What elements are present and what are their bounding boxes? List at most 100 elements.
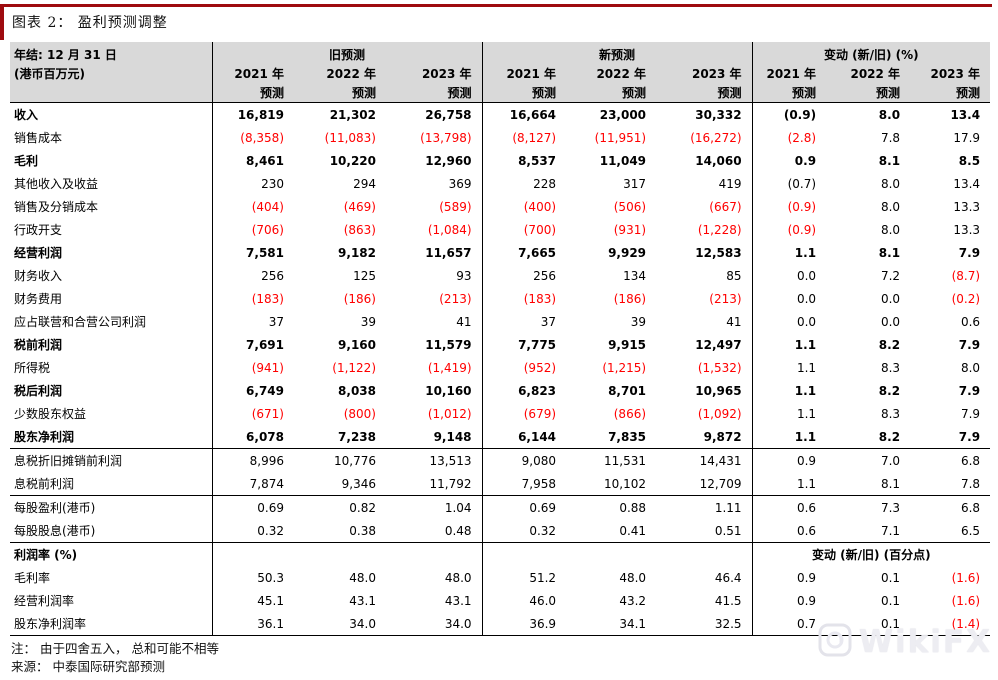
table-row: 行政开支 (706) (863) (1,084) (700) (931) (1,228) (0… [10, 218, 990, 241]
cell-old-year0: 50.3 [211, 566, 294, 589]
row-label: 息税前利润 [10, 472, 212, 496]
cell-new-year2: (1,532) [697, 360, 742, 375]
header-year: 2022 年 [566, 64, 657, 83]
cell-old-year2: 13,513 [429, 453, 472, 468]
cell-new-year2: 14,060 [695, 153, 742, 168]
cell-chg-year0: 0.9 [751, 589, 827, 612]
cell-old-year0: (941) [211, 356, 294, 379]
header-year: 2022 年 [294, 64, 386, 83]
cell-new-year2: 12,583 [695, 245, 742, 260]
cell-chg-year2: (1.6) [951, 593, 981, 608]
cell-new-year1: (866) [613, 406, 647, 421]
table-row: 经营利润 7,581 9,182 11,657 7,665 9,929 12,583 1.1 8… [10, 241, 990, 264]
header-year: 2023 年 [386, 64, 483, 83]
cell-old-year2: 11,579 [425, 337, 472, 352]
cell-new-year2: (213) [709, 291, 742, 306]
table-row: 每股股息(港币) 0.32 0.38 0.48 0.32 0.41 0.51 0.6 7.1 6.… [10, 519, 991, 543]
row-label: 少数股东权益 [14, 407, 87, 421]
cell-chg-year0: 1.1 [751, 333, 827, 356]
cell-old-year1: (863) [343, 222, 376, 237]
cell-new-year0: 7,665 [481, 241, 567, 264]
cell-new-year1: (1,215) [602, 360, 647, 375]
table-row: 销售成本 (8,358) (11,083) (13,798) (8,127) (11,95… [10, 126, 990, 149]
cell-new-year0: 51.2 [481, 566, 567, 589]
cell-chg-year2: (8.7) [951, 268, 981, 283]
cell-old-year0: 7,874 [211, 472, 294, 496]
row-label: 行政开支 [14, 223, 63, 237]
header-year: 2021 年 [751, 64, 827, 83]
table-row: 应占联营和合营公司利润 37 39 41 37 39 41 0.0 0.0 0.6 [10, 310, 990, 333]
header-forecast: 预测 [826, 83, 911, 103]
cell-new-year2: 9,872 [656, 425, 753, 449]
cell-new-year1: 0.88 [619, 500, 647, 515]
note-line: 注： 由于四舍五入， 总和可能不相等 [11, 641, 219, 656]
header-forecast: 预测 [294, 83, 386, 103]
table-row: 收入 16,819 21,302 26,758 16,664 23,000 30,332 (0… [10, 102, 990, 126]
header-section-change: 变动 (新/旧) (%) [751, 42, 991, 64]
cell-chg-year0: (0.9) [751, 195, 827, 218]
cell-new-year2: 30,332 [695, 107, 742, 122]
cell-new-year1: 8,701 [608, 383, 647, 398]
cell-new-year2: 14,431 [699, 453, 742, 468]
cell-new-year0: 16,664 [481, 102, 567, 126]
cell-old-year0: 8,996 [211, 448, 294, 472]
cell-chg-year1: 0.1 [880, 570, 901, 585]
cell-new-year1: (931) [613, 222, 647, 237]
cell-new-year1: 317 [623, 176, 647, 191]
cell-chg-year1: 7.2 [880, 268, 901, 283]
cell-old-year2: 93 [456, 268, 472, 283]
cell-old-year2: 11,792 [386, 472, 483, 496]
cell-old-year0: 37 [211, 310, 294, 333]
cell-chg-year0: (0.9) [751, 218, 827, 241]
cell-new-year2: 10,965 [695, 383, 742, 398]
cell-old-year1: 21,302 [329, 107, 376, 122]
cell-chg-year1: 8.0 [880, 176, 901, 191]
cell-old-year2: 43.1 [444, 593, 472, 608]
cell-new-year2: 46.4 [714, 570, 742, 585]
cell-chg-year2: 7.8 [910, 472, 991, 496]
cell-chg-year1: 0.0 [880, 291, 901, 306]
cell-new-year0: (400) [481, 195, 567, 218]
cell-chg-year1: 0.1 [880, 593, 901, 608]
cell-new-year1: 9,915 [608, 337, 647, 352]
table-row: 股东净利润 6,078 7,238 9,148 6,144 7,835 9,872 1.1 8.… [10, 425, 991, 449]
header-year-end: 年结: 12 月 31 日 [10, 42, 212, 64]
cell-old-year0: 0.32 [211, 519, 294, 543]
cell-new-year0: 228 [481, 172, 567, 195]
cell-old-year2: 0.48 [386, 519, 483, 543]
cell-old-year1: 294 [353, 176, 376, 191]
cell-old-year2: 1.04 [444, 500, 472, 515]
row-label: 每股股息(港币) [10, 519, 212, 543]
table-row: 少数股东权益 (671) (800) (1,012) (679) (866) (1,092)… [10, 402, 990, 425]
cell-new-year1: (186) [613, 291, 647, 306]
row-label: 财务收入 [14, 269, 63, 283]
cell-old-year1: 8,038 [338, 383, 376, 398]
cell-chg-year1: 8.0 [878, 107, 901, 122]
cell-new-year0: 37 [481, 310, 567, 333]
table-row: 毛利 8,461 10,220 12,960 8,537 11,049 14,060 0.9 8… [10, 149, 990, 172]
cell-old-year1: 9,160 [338, 337, 376, 352]
cell-new-year2: 12,497 [695, 337, 742, 352]
row-label: 利润率 (%) [14, 548, 78, 562]
cell-chg-year0: 0.6 [751, 495, 827, 519]
header-empty [10, 83, 212, 103]
cell-chg-year2: 13.4 [950, 107, 981, 122]
cell-new-year2: (1,228) [697, 222, 742, 237]
cell-chg-year0: 1.1 [751, 402, 827, 425]
cell-chg-year1: 8.0 [880, 222, 901, 237]
cell-old-year2: (13,798) [420, 130, 472, 145]
cell-old-year1: (800) [343, 406, 376, 421]
table-row: 财务收入 256 125 93 256 134 85 0.0 7.2 (8.7) [10, 264, 990, 287]
row-label: 收入 [14, 108, 39, 122]
cell-old-year1: 125 [353, 268, 376, 283]
cell-old-year2: 26,758 [425, 107, 472, 122]
cell-chg-year0: 1.1 [751, 356, 827, 379]
cell-chg-year0: 1.1 [751, 379, 827, 402]
cell-chg-year1: 8.1 [878, 245, 901, 260]
cell-old-year1: (186) [343, 291, 376, 306]
cell-old-year0: 0.69 [211, 495, 294, 519]
cell-chg-year2: 7.9 [958, 337, 981, 352]
row-label: 税前利润 [14, 338, 63, 352]
cell-old-year0: 256 [211, 264, 294, 287]
table-row: 财务费用 (183) (186) (213) (183) (186) (213) 0.0 0.0… [10, 287, 990, 310]
